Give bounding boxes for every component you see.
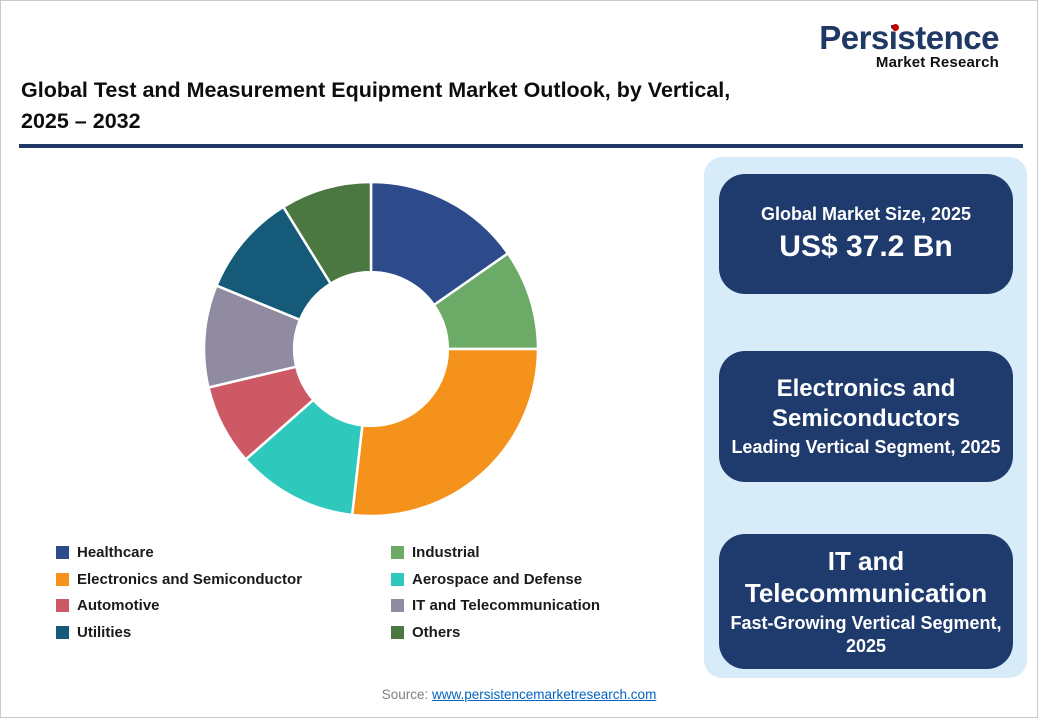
info-box-market-size: Global Market Size, 2025 US$ 37.2 Bn: [719, 174, 1013, 294]
legend-swatch-icon: [56, 546, 69, 559]
legend-item-it-and-telecommunication: IT and Telecommunication: [391, 597, 600, 614]
source-label: Source:: [381, 687, 429, 702]
market-size-label: Global Market Size, 2025: [760, 204, 972, 225]
legend-item-industrial: Industrial: [391, 544, 600, 561]
pmr-logo: Persistence Market Research: [819, 21, 999, 70]
leading-segment-label: Leading Vertical Segment, 2025: [731, 436, 1001, 457]
legend-item-others: Others: [391, 624, 600, 641]
legend-item-electronics-and-semiconductor: Electronics and Semiconductor: [56, 571, 391, 588]
donut-chart: [186, 164, 556, 534]
donut-segment-others: [282, 180, 373, 285]
chart-legend: Healthcare Industrial Electronics and Semi…: [56, 544, 600, 641]
legend-item-utilities: Utilities: [56, 624, 391, 641]
legend-item-aerospace-and-defense: Aerospace and Defense: [391, 571, 600, 588]
legend-swatch-icon: [391, 546, 404, 559]
fast-growing-segment-label: Fast-Growing Vertical Segment, 2025: [730, 612, 1002, 656]
legend-swatch-icon: [391, 599, 404, 612]
page-title: Global Test and Measurement Equipment Ma…: [21, 75, 1011, 137]
info-box-fast-growing-segment: IT and Telecommunication Fast-Growing Ve…: [719, 534, 1013, 669]
legend-swatch-icon: [56, 572, 69, 586]
legend-label: Utilities: [77, 623, 132, 641]
title-underline-rule: [19, 144, 1023, 148]
source-footer: Source: www.persistencemarketresearch.co…: [1, 687, 1037, 702]
source-link[interactable]: www.persistencemarketresearch.com: [431, 687, 657, 702]
legend-label: IT and Telecommunication: [412, 597, 601, 614]
legend-swatch-icon: [391, 625, 404, 639]
fast-growing-segment-name: IT and Telecommunication: [744, 545, 988, 609]
logo-sub-text: Market Research: [875, 54, 999, 71]
logo-brand-word: Persistence: [819, 19, 999, 56]
legend-label: Automotive: [77, 597, 160, 614]
legend-swatch-icon: [56, 599, 69, 612]
legend-item-automotive: Automotive: [56, 597, 391, 614]
market-size-value: US$ 37.2 Bn: [779, 229, 953, 263]
legend-swatch-icon: [391, 572, 404, 586]
legend-swatch-icon: [56, 625, 69, 639]
logo-i-dot-accent: [892, 24, 900, 31]
legend-label: Aerospace and Defense: [412, 570, 583, 588]
leading-segment-name: Electronics and Semiconductors: [771, 374, 961, 432]
legend-label: Electronics and Semiconductor: [77, 570, 303, 588]
legend-label: Healthcare: [77, 544, 154, 561]
legend-label: Others: [412, 623, 461, 641]
page-title-line1: Global Test and Measurement Equipment Ma…: [21, 78, 731, 102]
page-title-line2: 2025 – 2032: [21, 109, 141, 133]
legend-label: Industrial: [412, 544, 480, 561]
info-box-leading-segment: Electronics and Semiconductors Leading V…: [719, 351, 1013, 482]
side-panel: Global Market Size, 2025 US$ 37.2 Bn Ele…: [704, 157, 1027, 678]
donut-segment-electronics-and-semiconductor: [350, 347, 540, 518]
legend-item-healthcare: Healthcare: [56, 544, 391, 561]
logo-brand-text: Persistence: [819, 21, 999, 54]
donut-chart-svg: [202, 180, 540, 518]
